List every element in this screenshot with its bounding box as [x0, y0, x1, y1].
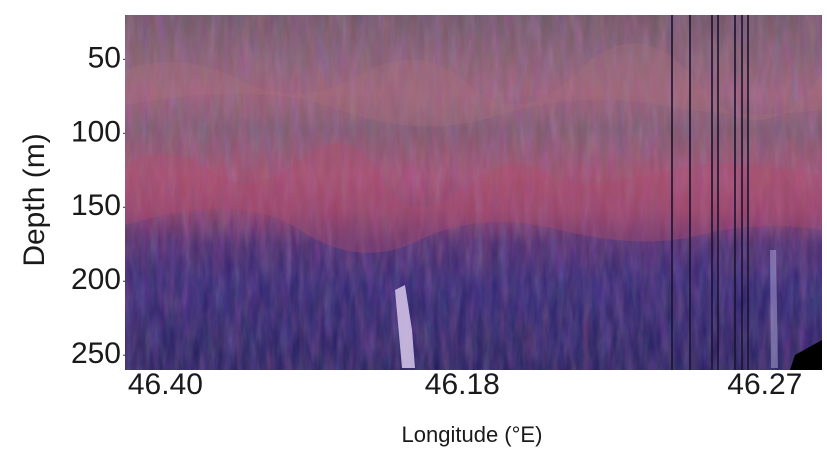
x-tick-label: 46.27 — [727, 368, 802, 401]
y-axis-title: Depth (m) — [18, 133, 51, 266]
y-tick-label: 50 — [88, 41, 121, 74]
echogram — [125, 15, 822, 370]
y-tick-label: 200 — [71, 263, 121, 296]
y-tick-label: 100 — [71, 115, 121, 148]
y-tick-label: 250 — [71, 337, 121, 370]
y-tick-label: 150 — [71, 189, 121, 222]
x-tick-label: 46.18 — [425, 368, 500, 401]
x-axis-title: Longitude (°E) — [402, 422, 543, 447]
x-tick-label: 46.40 — [128, 368, 203, 401]
